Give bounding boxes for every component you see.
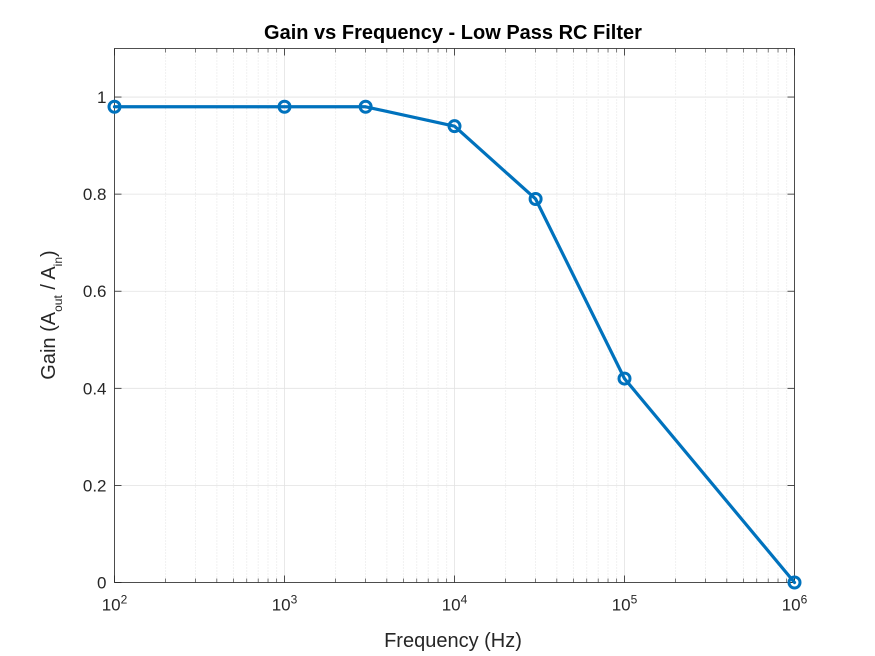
- x-tick-label-exponent: 3: [291, 593, 298, 607]
- y-tick-label: 0.6: [83, 282, 107, 301]
- y-axis-label-sub-in: in: [51, 257, 65, 266]
- x-tick-label-exponent: 4: [461, 593, 468, 607]
- data-point-marker: [358, 99, 373, 114]
- x-tick-label: 105: [612, 593, 638, 615]
- data-point-marker: [528, 191, 543, 206]
- x-tick-label-base: 10: [442, 596, 461, 615]
- data-series-line: [112, 105, 797, 585]
- x-tick-label-exponent: 6: [801, 593, 808, 607]
- x-tick-label-exponent: 5: [631, 593, 638, 607]
- y-tick-label: 0.2: [83, 476, 107, 495]
- y-axis-label-suffix: ): [38, 250, 60, 257]
- y-axis-label-prefix: Gain (A: [38, 311, 60, 379]
- x-tick-label-base: 10: [612, 596, 631, 615]
- data-point-marker: [107, 99, 122, 114]
- y-tick-label: 0.4: [83, 379, 107, 398]
- data-point-marker: [277, 99, 292, 114]
- x-tick-label-base: 10: [272, 596, 291, 615]
- x-axis-label: Frequency (Hz): [384, 630, 522, 652]
- y-axis-label: Gain (Aout / Ain): [38, 250, 65, 379]
- x-tick-label: 106: [782, 593, 808, 615]
- y-tick-label: 1: [97, 88, 106, 107]
- chart-title: Gain vs Frequency - Low Pass RC Filter: [264, 22, 642, 44]
- data-point-marker: [447, 119, 462, 134]
- y-tick-label: 0.8: [83, 185, 107, 204]
- x-tick-label: 104: [442, 593, 468, 615]
- x-tick-label-base: 10: [102, 596, 121, 615]
- x-tick-label: 102: [102, 593, 128, 615]
- y-axis-label-sub-out: out: [51, 295, 65, 312]
- y-tick-label: 0: [97, 574, 106, 593]
- series-layer: [107, 99, 802, 590]
- x-tick-label-base: 10: [782, 596, 801, 615]
- grid-layer: [114, 48, 795, 583]
- x-tick-label-exponent: 2: [121, 593, 128, 607]
- x-tick-label: 103: [272, 593, 298, 615]
- y-axis-label-middle: / A: [38, 266, 60, 296]
- data-point-marker: [617, 371, 632, 386]
- data-point-marker: [787, 575, 802, 590]
